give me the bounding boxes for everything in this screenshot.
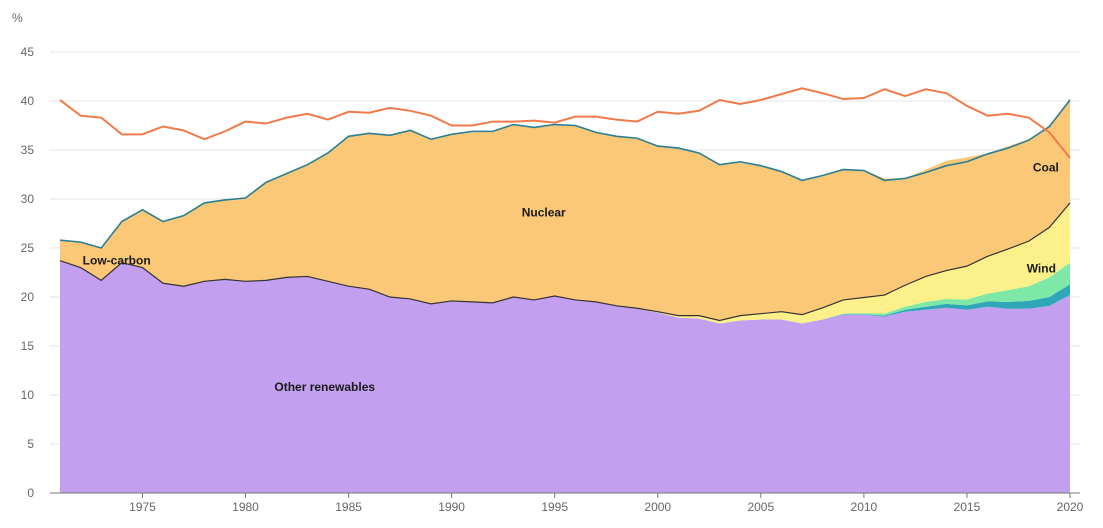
y-tick-label: 10 (21, 388, 35, 402)
coal-line (59, 87, 1071, 159)
x-tick-label: 1990 (438, 500, 465, 514)
x-tick-label: 1975 (129, 500, 156, 514)
annotation-coal: Coal (1033, 161, 1059, 175)
annotation-wind: Wind (1027, 262, 1056, 276)
annotation-other-renewables: Other renewables (274, 380, 375, 394)
area-nuclear (60, 98, 1070, 321)
x-tick-label: 2020 (1057, 500, 1084, 514)
x-tick-label: 1995 (541, 500, 568, 514)
y-tick-label: 5 (27, 437, 34, 451)
y-tick-label: 45 (21, 45, 35, 59)
y-unit-label: % (12, 11, 23, 25)
x-tick-label: 1985 (335, 500, 362, 514)
x-tick-label: 2005 (747, 500, 774, 514)
y-tick-label: 35 (21, 143, 35, 157)
x-tick-label: 1980 (232, 500, 259, 514)
x-tick-label: 2015 (954, 500, 981, 514)
x-tick-label: 2000 (644, 500, 671, 514)
annotation-low-carbon: Low-carbon (83, 254, 151, 268)
y-tick-label: 15 (21, 339, 35, 353)
annotation-nuclear: Nuclear (522, 206, 566, 220)
y-tick-label: 40 (21, 94, 35, 108)
y-tick-label: 20 (21, 290, 35, 304)
y-tick-label: 30 (21, 192, 35, 206)
series-lines (59, 87, 1071, 322)
y-tick-label: 0 (27, 486, 34, 500)
annotations: Low-carbon Nuclear Other renewables Wind Coa… (83, 161, 1059, 395)
area-other-renewables (60, 260, 1070, 493)
stacked-areas (60, 98, 1070, 493)
y-tick-label: 25 (21, 241, 35, 255)
axes: 0 5 10 15 20 25 30 35 40 45 1975 1980 1985 1990 1995 20… (21, 45, 1084, 514)
total-low-carbon-line (59, 99, 1071, 249)
x-tick-label: 2010 (851, 500, 878, 514)
low-carbon-boundary-line (59, 202, 1071, 322)
